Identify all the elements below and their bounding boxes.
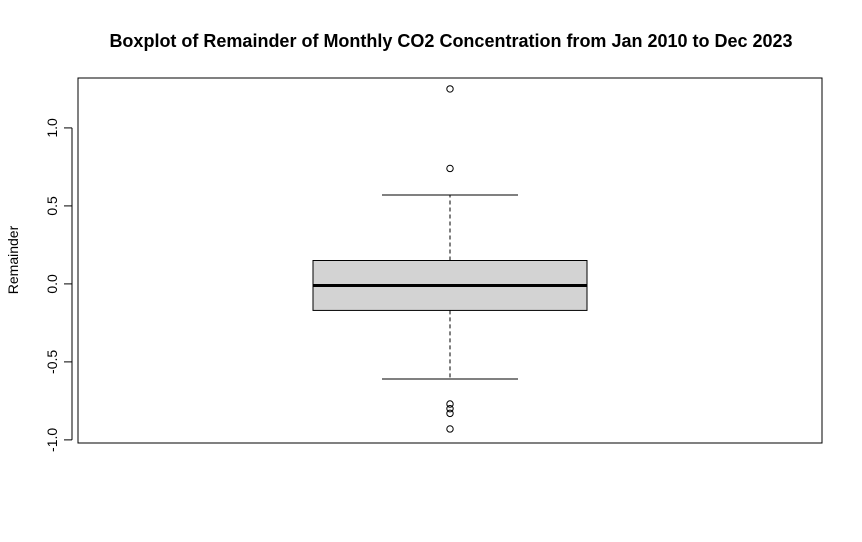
- y-axis-label: Remainder: [5, 225, 21, 294]
- outlier-group: [446, 85, 454, 433]
- outlier-point: [446, 85, 454, 93]
- plot-frame: [77, 77, 823, 444]
- y-tick-label: 0.5: [44, 196, 60, 216]
- outlier-point: [446, 409, 454, 418]
- chart-title: Boxplot of Remainder of Monthly CO2 Conc…: [109, 31, 792, 51]
- y-tick-label: -1.0: [44, 428, 60, 452]
- y-tick-label: -0.5: [44, 350, 60, 374]
- y-tick-label: 1.0: [44, 118, 60, 138]
- outlier-point: [446, 400, 454, 408]
- y-axis: -1.0 -0.5 0.0 0.5 1.0: [44, 118, 73, 452]
- y-tick-label: 0.0: [44, 274, 60, 294]
- box-group: [312, 194, 588, 380]
- outlier-point: [446, 164, 454, 173]
- outlier-point: [446, 404, 454, 413]
- outlier-point: [446, 425, 454, 433]
